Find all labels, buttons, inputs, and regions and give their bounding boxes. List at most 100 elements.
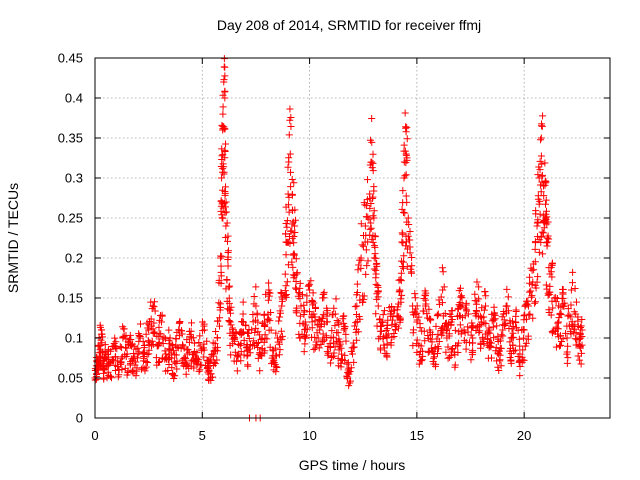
data-point (367, 199, 375, 207)
data-point (222, 198, 230, 206)
data-point (427, 316, 435, 324)
data-point (225, 283, 233, 291)
data-point (310, 345, 318, 353)
data-point (288, 258, 296, 266)
data-point (189, 334, 197, 342)
data-point (433, 349, 441, 357)
data-point (398, 291, 406, 299)
data-point (508, 317, 516, 325)
data-point (514, 353, 522, 361)
data-point (481, 288, 489, 296)
data-point (531, 245, 539, 253)
data-point (233, 367, 241, 375)
data-point (537, 152, 545, 160)
data-point (370, 207, 378, 215)
data-point (525, 288, 533, 296)
data-point (111, 366, 119, 374)
data-point (329, 333, 337, 341)
data-point (461, 304, 469, 312)
data-point (578, 341, 586, 349)
data-point (282, 220, 290, 228)
y-tick-label: 0.2 (65, 251, 83, 266)
data-point (142, 357, 150, 365)
y-tick-label: 0.45 (58, 51, 83, 66)
data-point (438, 264, 446, 272)
y-tick-label: 0 (76, 411, 83, 426)
data-point (143, 358, 151, 366)
data-point (564, 312, 572, 320)
data-point (377, 346, 385, 354)
data-point (281, 270, 289, 278)
data-point (218, 252, 226, 260)
data-point (159, 335, 167, 343)
data-point (442, 348, 450, 356)
data-point (361, 222, 369, 230)
data-point (542, 239, 550, 247)
data-point (103, 362, 111, 370)
data-point (469, 339, 477, 347)
data-point (187, 327, 195, 335)
data-point (368, 115, 376, 123)
data-point (164, 367, 172, 375)
data-point (173, 343, 181, 351)
data-point (291, 229, 299, 237)
data-point (507, 359, 515, 367)
data-point (448, 316, 456, 324)
data-point (537, 134, 545, 142)
y-tick-label: 0.05 (58, 371, 83, 386)
data-point (577, 360, 585, 368)
data-point (539, 229, 547, 237)
data-point (336, 340, 344, 348)
data-point (104, 368, 112, 376)
data-point (311, 333, 319, 341)
data-point (534, 171, 542, 179)
data-point (527, 287, 535, 295)
data-point (192, 356, 200, 364)
data-point (476, 327, 484, 335)
data-point (332, 295, 340, 303)
data-point (567, 286, 575, 294)
data-point (351, 303, 359, 311)
data-point (572, 329, 580, 337)
data-point (212, 328, 220, 336)
data-point (288, 190, 296, 198)
data-point (266, 317, 274, 325)
data-point (116, 343, 124, 351)
data-point (140, 348, 148, 356)
data-point (244, 351, 252, 359)
data-point (411, 290, 419, 298)
data-point (296, 279, 304, 287)
data-point (278, 336, 286, 344)
data-point (406, 249, 414, 257)
data-point (278, 297, 286, 305)
data-point (300, 348, 308, 356)
data-point (354, 328, 362, 336)
data-point (527, 293, 535, 301)
data-point (292, 255, 300, 263)
data-point (234, 353, 242, 361)
data-point (475, 283, 483, 291)
data-point (547, 311, 555, 319)
data-point (219, 214, 227, 222)
data-point (289, 271, 297, 279)
data-point (281, 287, 289, 295)
data-point (124, 368, 132, 376)
data-point (539, 250, 547, 258)
y-tick-label: 0.15 (58, 291, 83, 306)
data-point (457, 293, 465, 301)
data-point (367, 224, 375, 232)
data-point (272, 329, 280, 337)
data-point (376, 315, 384, 323)
data-point (298, 291, 306, 299)
data-point (240, 336, 248, 344)
data-point (203, 337, 211, 345)
data-point (461, 312, 469, 320)
data-point (285, 131, 293, 139)
data-point (536, 166, 544, 174)
data-point (283, 223, 291, 231)
data-point (364, 213, 372, 221)
data-point (342, 337, 350, 345)
data-point (397, 295, 405, 303)
data-point (145, 350, 153, 358)
data-point (464, 328, 472, 336)
